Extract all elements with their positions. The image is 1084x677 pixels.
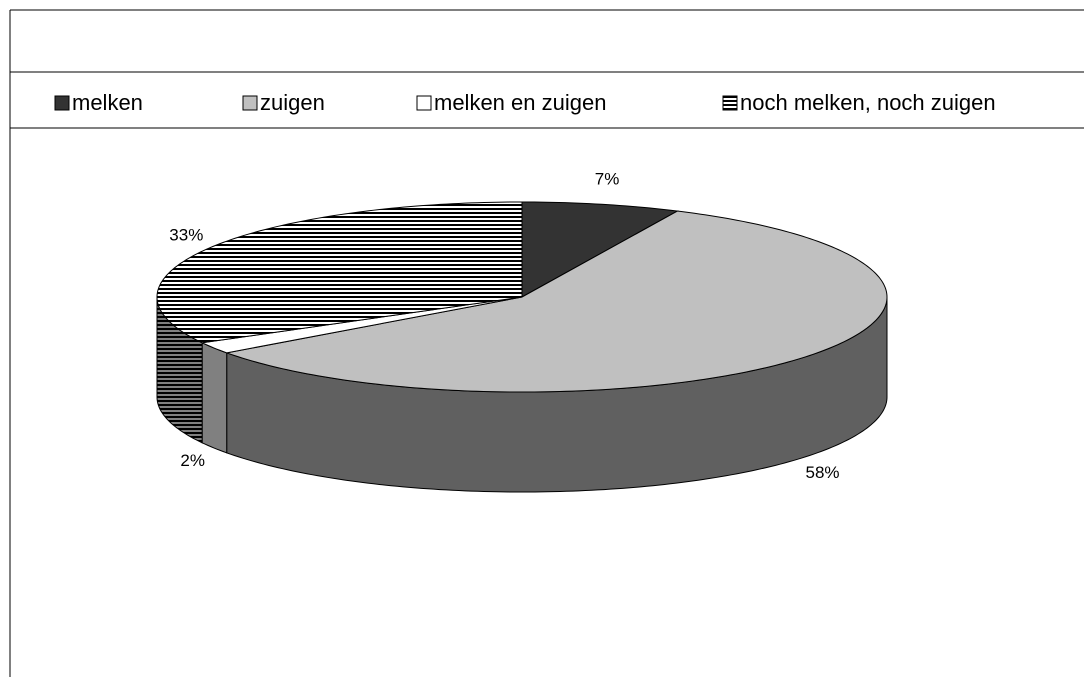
legend-label: melken en zuigen	[434, 90, 606, 115]
legend-swatch	[54, 95, 70, 111]
legend-swatch	[242, 95, 258, 111]
slice	[521, 201, 680, 298]
legend-box	[9, 71, 1084, 129]
slice	[224, 210, 888, 393]
data-label: 2%	[180, 451, 205, 470]
legend-swatch	[416, 95, 432, 111]
slice	[156, 201, 523, 344]
data-label: 58%	[805, 463, 839, 482]
legend-label: noch melken, noch zuigen	[740, 90, 996, 115]
slice	[200, 296, 523, 354]
legend-label: melken	[72, 90, 143, 115]
legend-label: zuigen	[260, 90, 325, 115]
data-label: 33%	[169, 225, 203, 244]
data-label: 7%	[595, 169, 620, 188]
legend-swatch	[722, 95, 738, 111]
slice-side	[201, 341, 228, 454]
